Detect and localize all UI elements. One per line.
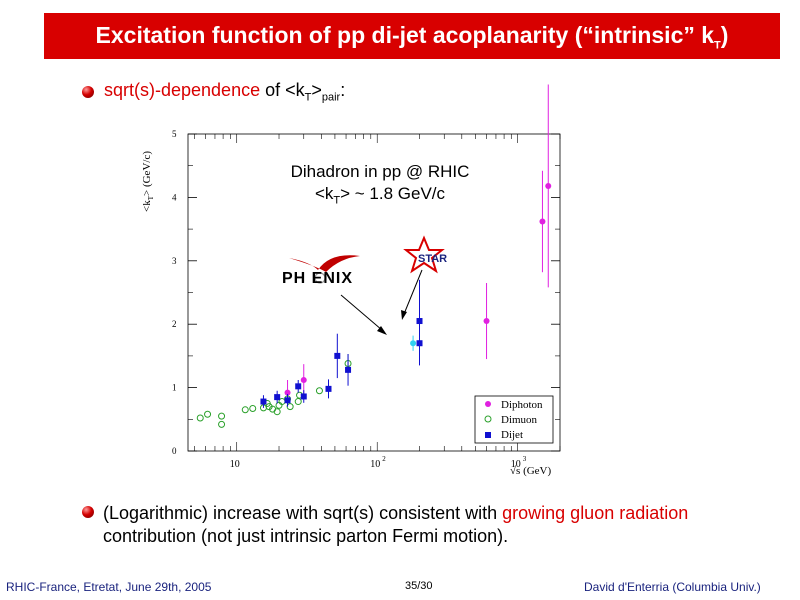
x-tick-label: 10: [370, 459, 380, 470]
bullet-text-1: sqrt(s)-dependence of <kT>pair:: [104, 80, 346, 104]
legend-diphoton-marker: [485, 401, 491, 407]
title-bar: Excitation function of pp di-jet acoplan…: [44, 13, 780, 59]
y-tick-label: 5: [172, 129, 177, 139]
data-point-dihadron: [410, 340, 417, 347]
data-point-dimuon: [249, 405, 257, 413]
data-point-dijet: [274, 394, 281, 401]
data-point-dimuon: [273, 408, 281, 416]
data-point-dimuon: [204, 410, 212, 418]
annotation-line-2: <kT> ~ 1.8 GeV/c: [314, 184, 446, 207]
data-point-dijet: [300, 393, 307, 400]
data-point-dijet: [284, 397, 291, 404]
phenix-label: PH ENIX: [282, 270, 354, 287]
star-label: STAR: [418, 253, 447, 265]
data-point-diphoton: [284, 389, 291, 396]
x-tick-exponent: 2: [382, 455, 386, 463]
data-point-diphoton: [539, 218, 546, 225]
data-point-dijet: [345, 366, 352, 373]
bullet-text-2: (Logarithmic) increase with sqrt(s) cons…: [103, 503, 689, 546]
y-tick-label: 2: [172, 319, 177, 329]
data-point-dijet: [325, 385, 332, 392]
y-tick-label: 3: [172, 256, 177, 266]
x-tick-label: 10: [230, 459, 240, 470]
data-point-dimuon: [218, 420, 226, 428]
legend-dijet-marker: [485, 432, 491, 438]
data-point-dimuon: [218, 412, 226, 420]
slide-number: 35/30: [405, 580, 433, 592]
legend-diphoton-label: Diphoton: [501, 399, 543, 411]
data-point-dimuon: [241, 406, 249, 414]
legend-dimuon-label: Dimuon: [501, 414, 538, 426]
data-point-dijet: [295, 383, 302, 390]
x-tick-exponent: 3: [523, 455, 527, 463]
data-point-dimuon: [196, 414, 204, 422]
star-logo: STAR: [403, 235, 447, 274]
arrows: [340, 269, 423, 335]
y-tick-label: 1: [172, 383, 177, 393]
x-tick-label: 10: [511, 459, 521, 470]
data-point-dimuon: [315, 387, 323, 395]
slide-title: Excitation function of pp di-jet acoplan…: [95, 22, 729, 52]
legend-dijet-label: Dijet: [501, 429, 523, 441]
y-tick-label: 4: [172, 192, 177, 202]
data-point-dijet: [334, 352, 341, 359]
legend: Diphoton Dimuon Dijet: [474, 395, 554, 444]
annotation-line-1: Dihadron in pp @ RHIC: [290, 162, 470, 181]
x-axis-label: √s (GeV): [510, 465, 552, 477]
bullet-icon: [82, 86, 94, 98]
phenix-logo: [289, 255, 360, 284]
footer-right: David d'Enterria (Columbia Univ.): [584, 580, 761, 594]
data-point-diphoton: [483, 318, 490, 325]
data-point-dijet: [260, 398, 267, 405]
data-point-diphoton: [300, 376, 307, 383]
y-axis-label: <kT> (GeV/c): [141, 151, 155, 212]
footer-left: RHIC-France, Etretat, June 29th, 2005: [6, 580, 212, 594]
y-tick-label: 0: [172, 446, 177, 456]
data-point-diphoton: [545, 182, 552, 189]
data-point-dimuon: [294, 398, 302, 406]
bullet-icon: [82, 506, 94, 518]
legend-dimuon-marker: [484, 415, 492, 423]
data-point-dijet: [416, 318, 423, 325]
